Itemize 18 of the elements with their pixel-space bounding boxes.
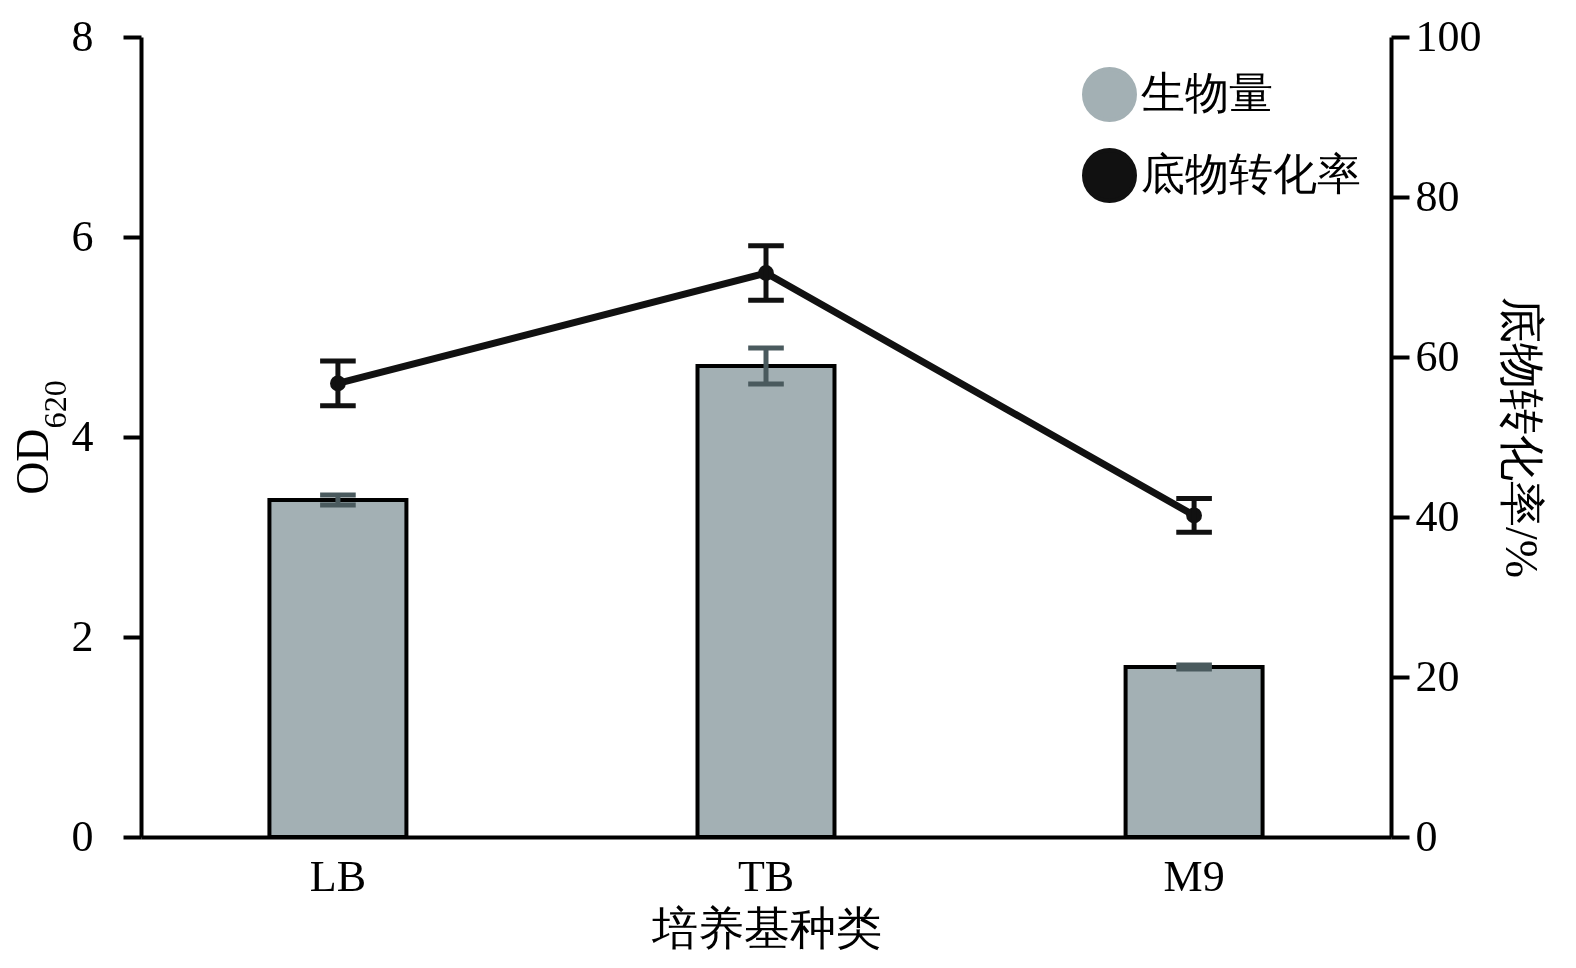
- y2-tick-label: 100: [1415, 11, 1482, 61]
- y-tick-label: 2: [71, 611, 94, 661]
- y2-tick-label: 20: [1415, 651, 1460, 701]
- y2-axis-title: 底物转化率/%: [1495, 296, 1547, 579]
- y2-tick-label: 60: [1415, 331, 1460, 381]
- x-tick-label: LB: [309, 851, 367, 901]
- y-tick-label: 6: [71, 211, 94, 261]
- y2-tick-label: 40: [1415, 491, 1460, 541]
- legend-label: 生物量: [1141, 68, 1273, 118]
- y2-tick-label: 0: [1415, 811, 1438, 861]
- y-tick-label: 0: [71, 811, 94, 861]
- y-tick-label: 8: [71, 11, 94, 61]
- x-tick-label: M9: [1163, 851, 1225, 901]
- x-axis-title: 培养基种类: [650, 902, 882, 954]
- legend-label: 底物转化率: [1141, 149, 1361, 199]
- y-tick-label: 4: [71, 411, 94, 461]
- y2-tick-label: 80: [1415, 171, 1460, 221]
- x-tick-label: TB: [737, 851, 795, 901]
